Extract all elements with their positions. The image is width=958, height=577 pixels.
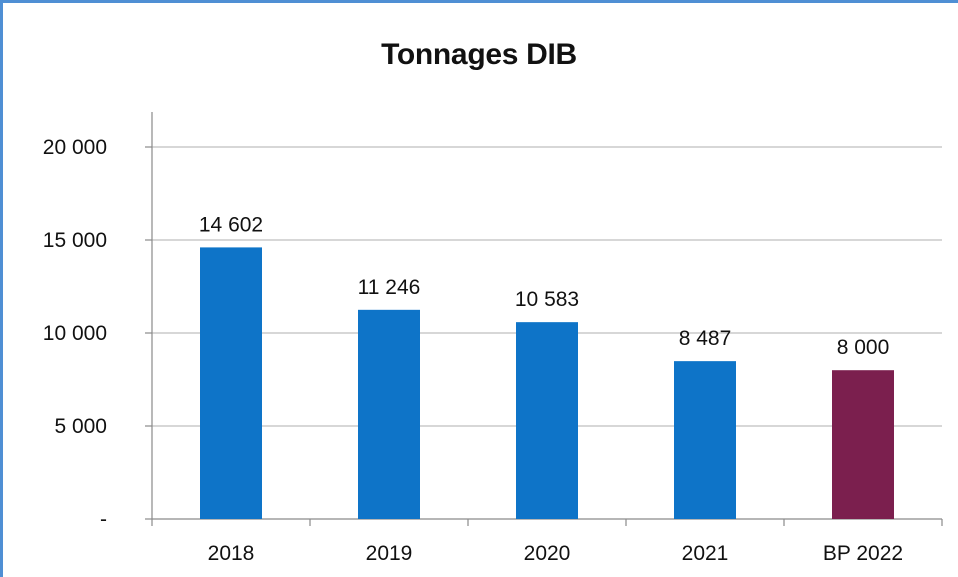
x-category-label: 2021 bbox=[682, 542, 729, 565]
bar-value-label: 8 487 bbox=[679, 327, 732, 350]
y-tick-label: 5 000 bbox=[54, 415, 107, 438]
y-tick-label: 20 000 bbox=[43, 136, 107, 159]
y-tick-label: - bbox=[100, 508, 107, 531]
bar bbox=[358, 309, 420, 519]
bar bbox=[832, 370, 894, 519]
bar-value-label: 14 602 bbox=[199, 213, 263, 236]
bar-value-label: 8 000 bbox=[837, 336, 890, 359]
chart-title: Tonnages DIB bbox=[381, 38, 577, 71]
x-category-label: BP 2022 bbox=[823, 542, 903, 565]
bar-value-label: 11 246 bbox=[358, 276, 421, 299]
bar bbox=[674, 361, 736, 519]
y-tick-label: 10 000 bbox=[43, 322, 107, 345]
y-tick-label: 15 000 bbox=[43, 229, 107, 252]
bar bbox=[200, 247, 262, 519]
bar-value-label: 10 583 bbox=[515, 288, 579, 311]
x-category-label: 2020 bbox=[524, 542, 571, 565]
x-category-label: 2019 bbox=[366, 542, 413, 565]
bar bbox=[516, 322, 578, 519]
x-category-label: 2018 bbox=[208, 542, 255, 565]
